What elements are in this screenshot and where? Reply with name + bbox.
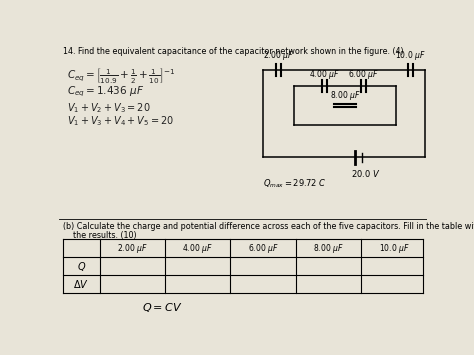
Text: $6.00\ \mu F$: $6.00\ \mu F$ [248, 242, 279, 255]
Text: the results. (10): the results. (10) [63, 231, 137, 240]
Text: $8.00\ \mu F$: $8.00\ \mu F$ [329, 89, 360, 102]
Text: $Q$: $Q$ [77, 260, 86, 273]
Text: $V_1 + V_2 + V_3 = 20$: $V_1 + V_2 + V_3 = 20$ [66, 102, 150, 115]
Text: $\Delta V$: $\Delta V$ [73, 278, 89, 290]
Text: $8.00\ \mu F$: $8.00\ \mu F$ [313, 242, 344, 255]
Text: $4.00\ \mu F$: $4.00\ \mu F$ [309, 68, 340, 81]
Text: 14. Find the equivalent capacitance of the capacitor network shown in the figure: 14. Find the equivalent capacitance of t… [63, 47, 403, 56]
Text: $Q_{max} = 29.72\ C$: $Q_{max} = 29.72\ C$ [263, 178, 327, 190]
Text: $10.0\ \mu F$: $10.0\ \mu F$ [379, 242, 409, 255]
Text: $2.00\ \mu F$: $2.00\ \mu F$ [117, 242, 148, 255]
Text: $C_{eq} = \left[\frac{1}{10.9} + \frac{1}{2} + \frac{1}{10}\right]^{-1}$: $C_{eq} = \left[\frac{1}{10.9} + \frac{1… [66, 66, 175, 85]
Text: $C_{eq} = 1.436 \ \mu F$: $C_{eq} = 1.436 \ \mu F$ [66, 85, 144, 99]
Text: $4.00\ \mu F$: $4.00\ \mu F$ [182, 242, 213, 255]
Text: (b) Calculate the charge and potential difference across each of the five capaci: (b) Calculate the charge and potential d… [63, 222, 474, 231]
Text: $20.0\ V$: $20.0\ V$ [351, 168, 381, 179]
Text: $10.0\ \mu F$: $10.0\ \mu F$ [395, 49, 426, 62]
Text: $2.00\ \mu F$: $2.00\ \mu F$ [263, 49, 294, 62]
Text: $V_1 + V_3 + V_4 + V_5 = 20$: $V_1 + V_3 + V_4 + V_5 = 20$ [66, 114, 173, 128]
Text: $6.00\ \mu F$: $6.00\ \mu F$ [348, 68, 379, 81]
Text: $Q = CV$: $Q = CV$ [142, 301, 182, 314]
